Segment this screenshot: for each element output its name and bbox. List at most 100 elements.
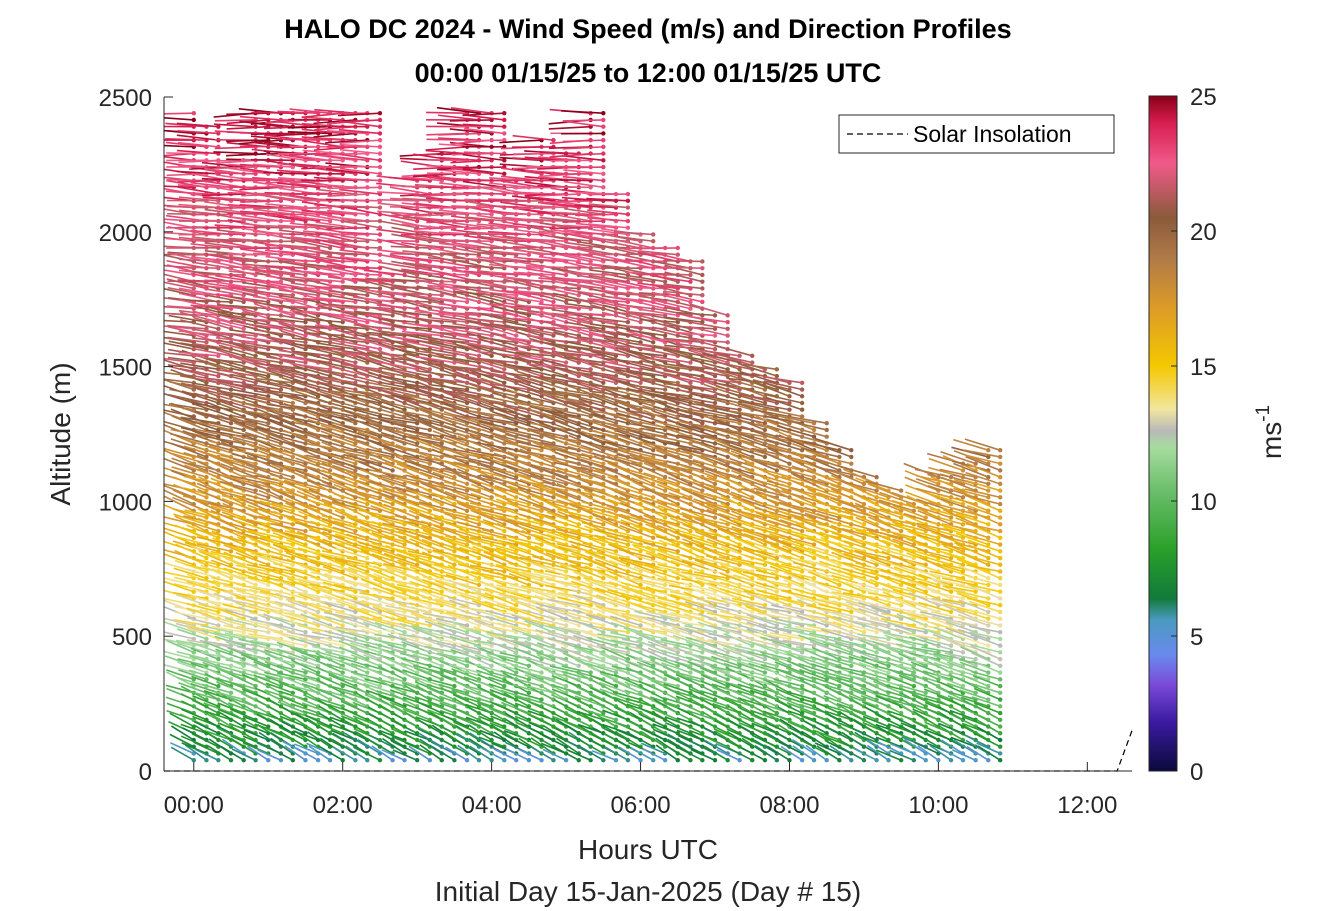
wind-barb bbox=[220, 463, 256, 478]
wind-barb bbox=[206, 732, 232, 748]
wind-barb-head bbox=[377, 164, 383, 170]
wind-barb-head bbox=[204, 495, 209, 500]
wind-barb bbox=[205, 294, 244, 303]
wind-barb-head bbox=[228, 549, 234, 554]
wind-barb-head bbox=[365, 758, 370, 763]
wind-barb bbox=[214, 119, 256, 122]
wind-barb bbox=[167, 336, 207, 344]
wind-barb-head bbox=[377, 158, 383, 163]
wind-barb bbox=[202, 196, 244, 202]
wind-barb bbox=[264, 213, 306, 217]
wind-barb bbox=[184, 541, 219, 553]
wind-barb bbox=[164, 357, 194, 364]
wind-barb-head bbox=[228, 576, 234, 581]
wind-barb-head bbox=[377, 185, 383, 190]
wind-barb-head bbox=[303, 528, 308, 534]
wind-barb bbox=[215, 652, 245, 667]
wind-barb bbox=[164, 117, 194, 121]
wind-barb bbox=[180, 319, 219, 330]
wind-barb bbox=[213, 151, 256, 155]
wind-barb-head bbox=[402, 576, 407, 581]
wind-barb bbox=[186, 568, 219, 580]
wind-barb bbox=[164, 112, 194, 115]
wind-barb bbox=[427, 172, 468, 175]
wind-barb-head bbox=[228, 636, 234, 642]
wind-barb-head bbox=[216, 710, 221, 716]
wind-barb bbox=[242, 382, 282, 391]
wind-barb bbox=[194, 410, 232, 424]
wind-barb bbox=[204, 691, 232, 707]
wind-barb-head bbox=[315, 609, 321, 615]
wind-barb bbox=[194, 403, 232, 418]
wind-barb bbox=[195, 420, 232, 431]
wind-barb bbox=[258, 450, 294, 465]
wind-barb bbox=[211, 625, 244, 633]
wind-barb-head bbox=[278, 387, 284, 392]
wind-barb-head bbox=[439, 663, 444, 669]
wind-barb bbox=[208, 487, 244, 499]
wind-barb bbox=[198, 467, 232, 485]
wind-barb bbox=[235, 552, 269, 566]
wind-barb bbox=[202, 666, 232, 681]
wind-barb bbox=[164, 571, 194, 580]
wind-barb bbox=[242, 393, 282, 404]
wind-barb bbox=[175, 593, 207, 606]
wind-barb-head bbox=[290, 447, 296, 453]
wind-barb-head bbox=[365, 555, 370, 561]
wind-barb bbox=[190, 293, 232, 296]
wind-barb-head bbox=[290, 474, 296, 480]
wind-barb bbox=[232, 399, 269, 411]
wind-barb-head bbox=[489, 663, 494, 669]
wind-barb bbox=[241, 267, 282, 276]
wind-barb-head bbox=[489, 636, 494, 642]
wind-barb-head bbox=[303, 643, 308, 648]
wind-barb bbox=[173, 483, 207, 499]
wind-barb-head bbox=[241, 629, 246, 635]
wind-barb bbox=[231, 414, 269, 424]
wind-barb-head bbox=[266, 454, 271, 460]
wind-barb-head bbox=[340, 515, 345, 520]
wind-barb bbox=[223, 624, 256, 633]
wind-barb-head bbox=[315, 758, 321, 763]
wind-barb bbox=[235, 583, 269, 593]
wind-barb bbox=[215, 159, 256, 165]
wind-barb bbox=[168, 402, 207, 411]
wind-barb-head bbox=[377, 650, 383, 655]
wind-barb-head bbox=[377, 758, 383, 763]
wind-barb bbox=[257, 749, 282, 761]
wind-barb bbox=[171, 452, 207, 465]
wind-barb bbox=[253, 660, 282, 674]
wind-barb bbox=[180, 723, 207, 735]
wind-barb-head bbox=[290, 522, 296, 527]
wind-barb bbox=[164, 484, 195, 499]
wind-barb bbox=[167, 324, 207, 330]
wind-barb bbox=[228, 672, 256, 687]
wind-barbs bbox=[164, 106, 1003, 763]
wind-barb-head bbox=[377, 205, 383, 210]
wind-barb bbox=[164, 378, 194, 384]
wind-barb bbox=[200, 613, 232, 627]
wind-barb bbox=[184, 519, 219, 532]
wind-barb bbox=[314, 259, 356, 263]
wind-barb-head bbox=[266, 394, 271, 399]
wind-barb bbox=[201, 683, 232, 694]
wind-barb-head bbox=[489, 353, 494, 359]
wind-barb-head bbox=[502, 380, 507, 385]
wind-barb bbox=[261, 634, 294, 647]
wind-barb bbox=[164, 447, 194, 458]
wind-barb bbox=[171, 415, 207, 431]
wind-barb bbox=[214, 172, 256, 175]
wind-barb bbox=[192, 386, 232, 398]
wind-barb-head bbox=[278, 481, 284, 487]
wind-barb bbox=[165, 138, 207, 141]
wind-barb bbox=[210, 505, 244, 519]
chart-subtitle: 00:00 01/15/25 to 12:00 01/15/25 UTC bbox=[415, 58, 882, 88]
wind-barb bbox=[181, 390, 219, 404]
wind-barb bbox=[190, 243, 232, 249]
wind-barb-head bbox=[216, 124, 221, 129]
wind-barb bbox=[172, 507, 207, 519]
wind-barb bbox=[241, 698, 269, 714]
wind-barb bbox=[217, 727, 245, 741]
wind-barb bbox=[217, 313, 256, 323]
wind-barb bbox=[203, 282, 244, 290]
